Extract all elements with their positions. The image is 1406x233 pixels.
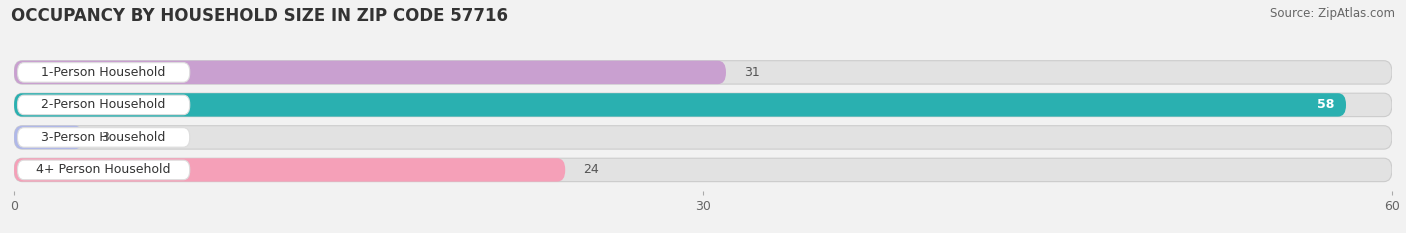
Text: 58: 58 xyxy=(1317,98,1334,111)
Text: Source: ZipAtlas.com: Source: ZipAtlas.com xyxy=(1270,7,1395,20)
FancyBboxPatch shape xyxy=(14,93,1392,116)
FancyBboxPatch shape xyxy=(14,158,1392,182)
FancyBboxPatch shape xyxy=(17,95,190,115)
FancyBboxPatch shape xyxy=(17,63,190,82)
FancyBboxPatch shape xyxy=(14,126,1392,149)
Text: 3-Person Household: 3-Person Household xyxy=(41,131,166,144)
Text: 4+ Person Household: 4+ Person Household xyxy=(37,163,172,176)
FancyBboxPatch shape xyxy=(14,61,725,84)
FancyBboxPatch shape xyxy=(14,126,83,149)
Text: OCCUPANCY BY HOUSEHOLD SIZE IN ZIP CODE 57716: OCCUPANCY BY HOUSEHOLD SIZE IN ZIP CODE … xyxy=(11,7,508,25)
FancyBboxPatch shape xyxy=(14,61,1392,84)
FancyBboxPatch shape xyxy=(17,128,190,147)
Text: 3: 3 xyxy=(101,131,110,144)
Text: 2-Person Household: 2-Person Household xyxy=(41,98,166,111)
FancyBboxPatch shape xyxy=(14,93,1346,116)
FancyBboxPatch shape xyxy=(17,160,190,180)
Text: 24: 24 xyxy=(583,163,599,176)
FancyBboxPatch shape xyxy=(14,158,565,182)
Text: 1-Person Household: 1-Person Household xyxy=(41,66,166,79)
Text: 31: 31 xyxy=(744,66,761,79)
